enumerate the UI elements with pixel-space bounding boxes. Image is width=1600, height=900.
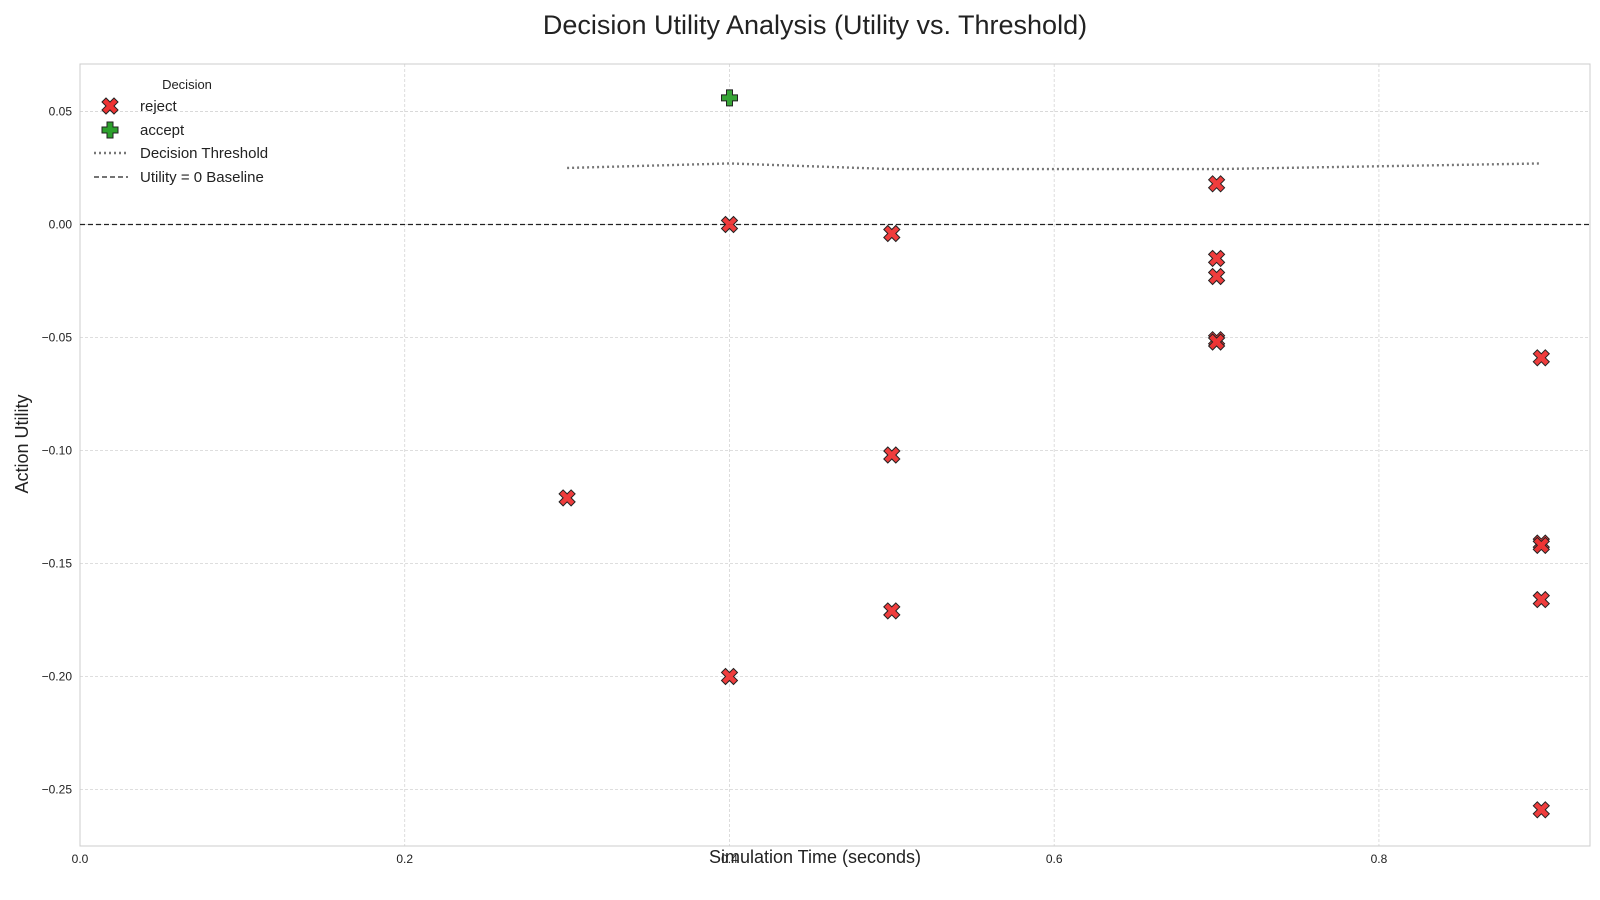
reject-point	[1532, 801, 1551, 819]
y-axis-label: Action Utility	[12, 394, 32, 493]
x-tick-label: 0.6	[1046, 852, 1063, 866]
legend-item-accept: accept	[101, 121, 185, 139]
reject-point	[883, 224, 901, 243]
x-tick-label: 0.0	[72, 852, 89, 866]
y-tick-label: 0.05	[49, 104, 73, 118]
legend-item-decision-threshold: Decision Threshold	[94, 145, 268, 162]
legend-label-accept: accept	[140, 122, 185, 139]
reject-point	[1532, 536, 1551, 555]
reject-point	[720, 667, 739, 686]
reject-point	[883, 602, 901, 620]
legend-item-reject: reject	[101, 97, 178, 115]
x-tick-label: 0.2	[396, 852, 413, 866]
y-tick-label: −0.20	[42, 669, 73, 683]
reference-lines	[80, 162, 1590, 226]
y-axis-ticks: 0.05 0.00 −0.05 −0.10 −0.15 −0.20 −0.25	[42, 104, 73, 796]
legend-label-utility-baseline: Utility = 0 Baseline	[140, 169, 264, 186]
x-axis-label: Simulation Time (seconds)	[709, 847, 921, 867]
y-tick-label: −0.10	[42, 443, 73, 457]
legend: Decision reject accept Decision Threshol…	[94, 77, 268, 186]
legend-item-utility-baseline: Utility = 0 Baseline	[94, 169, 264, 186]
y-tick-label: 0.00	[49, 217, 73, 231]
y-tick-label: −0.15	[42, 556, 73, 570]
legend-label-reject: reject	[140, 98, 178, 115]
legend-label-decision-threshold: Decision Threshold	[140, 145, 268, 162]
chart-title: Decision Utility Analysis (Utility vs. T…	[543, 10, 1087, 40]
plot-frame	[79, 63, 1591, 847]
reject-point	[558, 489, 576, 507]
data-points	[558, 89, 1551, 819]
y-tick-label: −0.25	[42, 782, 73, 796]
reject-point	[1207, 333, 1226, 351]
x-tick-label: 0.4	[721, 852, 738, 866]
legend-title: Decision	[162, 77, 212, 92]
legend-accept-marker	[101, 121, 119, 139]
reject-point	[1532, 349, 1551, 367]
reject-point	[720, 215, 739, 234]
legend-reject-marker	[101, 97, 119, 115]
accept-point	[721, 89, 738, 107]
x-tick-label: 0.8	[1371, 852, 1388, 866]
reject-point	[1532, 590, 1551, 609]
grid	[79, 64, 1590, 846]
reject-point	[1207, 249, 1226, 268]
x-axis-ticks: 0.0 0.2 0.4 0.6 0.8	[72, 852, 1388, 866]
reject-point	[883, 446, 901, 464]
reject-point	[1207, 175, 1226, 193]
y-tick-label: −0.05	[42, 330, 73, 344]
reject-point	[1207, 267, 1226, 286]
